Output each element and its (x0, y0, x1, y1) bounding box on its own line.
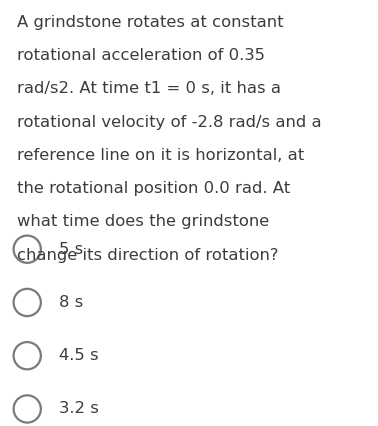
Text: rotational acceleration of 0.35: rotational acceleration of 0.35 (17, 48, 265, 63)
Text: change its direction of rotation?: change its direction of rotation? (17, 248, 279, 262)
Text: 8 s: 8 s (59, 295, 83, 310)
Text: 3.2 s: 3.2 s (59, 401, 98, 417)
Text: rotational velocity of -2.8 rad/s and a: rotational velocity of -2.8 rad/s and a (17, 115, 322, 130)
Text: 5 s: 5 s (59, 242, 83, 257)
Text: rad/s2. At time t1 = 0 s, it has a: rad/s2. At time t1 = 0 s, it has a (17, 81, 281, 96)
Text: what time does the grindstone: what time does the grindstone (17, 214, 269, 229)
Text: A grindstone rotates at constant: A grindstone rotates at constant (17, 15, 284, 30)
Text: 4.5 s: 4.5 s (59, 348, 98, 363)
Text: reference line on it is horizontal, at: reference line on it is horizontal, at (17, 148, 304, 163)
Text: the rotational position 0.0 rad. At: the rotational position 0.0 rad. At (17, 181, 290, 196)
